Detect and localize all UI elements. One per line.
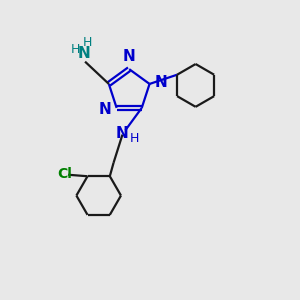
Text: N: N	[116, 126, 129, 141]
Text: N: N	[155, 75, 168, 90]
Text: N: N	[78, 46, 91, 61]
Text: N: N	[98, 102, 111, 117]
Text: H: H	[71, 43, 80, 56]
Text: H: H	[83, 36, 92, 49]
Text: H: H	[130, 132, 140, 145]
Text: Cl: Cl	[57, 167, 72, 181]
Text: N: N	[123, 49, 136, 64]
